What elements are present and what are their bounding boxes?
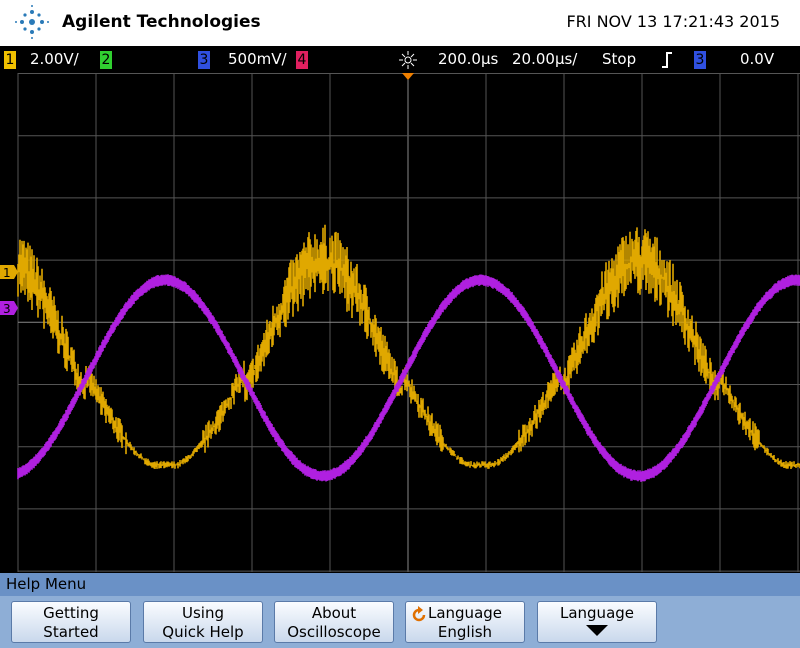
softkey-label: Oscilloscope — [287, 623, 381, 641]
trigger-icon — [662, 52, 672, 68]
trigger-source: 3 — [694, 51, 706, 69]
ch1-number[interactable]: 1 — [4, 51, 16, 69]
waveform-display: 13 — [0, 73, 800, 572]
header: Agilent Technologies FRI NOV 13 17:21:43… — [0, 0, 800, 46]
softkey-label: Started — [43, 623, 99, 641]
down-arrow — [586, 625, 608, 636]
channel1-marker-label: 1 — [3, 266, 11, 280]
softkey[interactable]: Language — [537, 601, 657, 643]
softkey[interactable]: Using Quick Help — [143, 601, 263, 643]
brand: Agilent Technologies — [62, 12, 261, 32]
softkey-label: Language — [559, 604, 635, 622]
trigger-marker — [402, 73, 414, 80]
channel1-marker — [0, 265, 18, 279]
ch4-number[interactable]: 4 — [296, 51, 308, 69]
delay-icon — [399, 51, 417, 69]
channel3-marker-label: 3 — [3, 302, 11, 316]
ch3-number[interactable]: 3 — [198, 51, 210, 69]
channel3-marker — [0, 301, 18, 315]
menu-title-text: Help Menu — [6, 575, 87, 593]
softkey[interactable]: About Oscilloscope — [274, 601, 394, 643]
softkey[interactable]: Language English — [405, 601, 525, 643]
trigger-level: 0.0V — [740, 50, 775, 68]
cycle-icon — [412, 606, 426, 622]
softkey[interactable]: Getting Started — [11, 601, 131, 643]
softkey-label: Quick Help — [162, 623, 244, 641]
status-bar: 1 2.00V/ 2 3 500mV/ 4 200.0µs 20.00µs/ S… — [0, 46, 800, 73]
time-delay: 200.0µs — [438, 50, 499, 68]
softkey-label: Language — [427, 604, 503, 622]
run-state: Stop — [602, 50, 637, 68]
softkey-label: About — [311, 604, 357, 622]
menu-title: Help Menu — [0, 573, 800, 596]
channel3-trace — [17, 274, 800, 482]
datetime: FRI NOV 13 17:21:43 2015 — [566, 12, 780, 31]
softkey-label: Using — [182, 604, 224, 622]
softkey-label: Getting — [43, 604, 99, 622]
ch1-scale: 2.00V/ — [30, 50, 79, 68]
logo — [15, 5, 49, 39]
time-scale: 20.00µs/ — [512, 50, 578, 68]
channel1-trace — [17, 224, 800, 469]
ch3-scale: 500mV/ — [228, 50, 287, 68]
softkey-label: English — [437, 623, 493, 641]
ch2-number[interactable]: 2 — [100, 51, 112, 69]
